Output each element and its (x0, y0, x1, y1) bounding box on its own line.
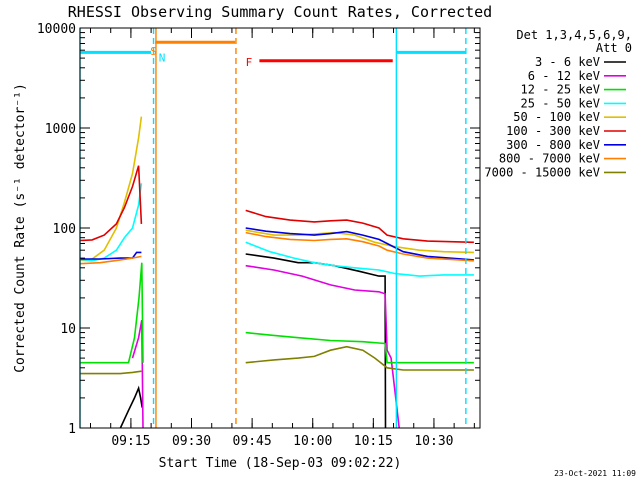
series-line-800-7000-keV-kev (79, 231, 474, 265)
legend-label: 12 - 25 keV (521, 83, 600, 97)
series-line-12-25-keV-kev (80, 262, 474, 364)
x-tick-label: 10:30 (414, 434, 453, 449)
y-tick-label: 100 (53, 222, 76, 237)
legend-label: 100 - 300 keV (506, 124, 600, 138)
legend-label: 6 - 12 keV (528, 69, 600, 83)
legend-label: 25 - 50 keV (521, 96, 600, 110)
y-tick-label: 10000 (37, 22, 76, 37)
y-axis-title: Corrected Count Rate (s⁻¹ detector⁻¹) (13, 83, 28, 373)
legend-label: 7000 - 15000 keV (484, 165, 600, 179)
legend-label: 800 - 7000 keV (499, 152, 600, 166)
series-line-7000-15000-keV-kev (80, 345, 474, 375)
series-line-6-12-keV-kev (131, 264, 400, 429)
annotation-s: S (150, 45, 157, 58)
x-tick-label: 10:00 (293, 434, 332, 449)
x-tick-label: 10:15 (354, 434, 393, 449)
y-tick-label: 1 (68, 422, 76, 437)
chart-title: RHESSI Observing Summary Count Rates, Co… (68, 3, 492, 21)
x-axis-title: Start Time (18-Sep-03 09:02:22) (159, 456, 402, 471)
series-layer (79, 116, 474, 429)
x-tick-label: 09:30 (172, 434, 211, 449)
y-axis: 1 10 100 1000 10000 (37, 22, 480, 437)
plot-frame (79, 27, 481, 429)
annotation-n: N (159, 51, 166, 64)
legend-label: 300 - 800 keV (506, 138, 600, 152)
y-tick-label: 1000 (45, 122, 76, 137)
footer-timestamp: 23-Oct-2021 11:09 (554, 469, 636, 478)
series-line-25-50-keV-kev (79, 183, 474, 277)
x-tick-label: 09:15 (111, 434, 150, 449)
y-tick-label: 10 (60, 322, 76, 337)
legend-label: 50 - 100 keV (513, 110, 600, 124)
legend-header-attenuator: Att 0 (596, 41, 632, 55)
series-line-100-300-keV-kev (79, 165, 474, 244)
series-line-300-800-keV-kev (80, 227, 474, 261)
x-tick-label: 09:45 (233, 434, 272, 449)
x-axis: 09:15 09:30 09:45 10:00 10:15 10:30 (90, 28, 475, 449)
annotation-f: F (246, 56, 253, 69)
legend-label: 3 - 6 keV (535, 55, 600, 69)
legend-header-detectors: Det 1,3,4,5,6,9, (516, 28, 632, 42)
